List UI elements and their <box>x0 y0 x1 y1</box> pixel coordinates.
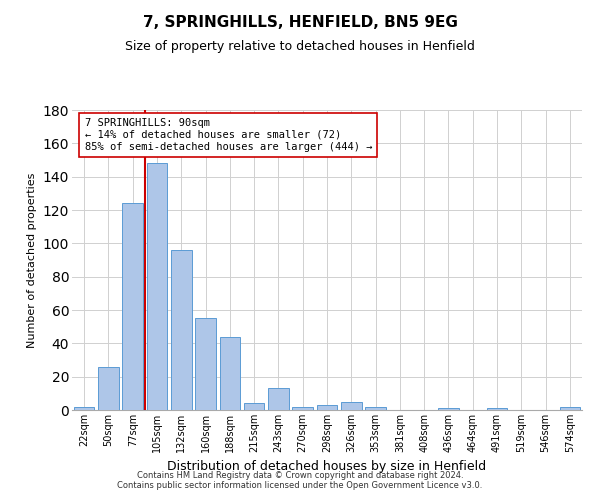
Text: Size of property relative to detached houses in Henfield: Size of property relative to detached ho… <box>125 40 475 53</box>
Bar <box>122 204 143 410</box>
Bar <box>74 406 94 410</box>
Bar <box>98 366 119 410</box>
Y-axis label: Number of detached properties: Number of detached properties <box>27 172 37 348</box>
Bar <box>220 336 240 410</box>
Text: 7, SPRINGHILLS, HENFIELD, BN5 9EG: 7, SPRINGHILLS, HENFIELD, BN5 9EG <box>143 15 457 30</box>
Bar <box>268 388 289 410</box>
Bar <box>195 318 216 410</box>
Bar <box>171 250 191 410</box>
Text: 7 SPRINGHILLS: 90sqm
← 14% of detached houses are smaller (72)
85% of semi-detac: 7 SPRINGHILLS: 90sqm ← 14% of detached h… <box>85 118 372 152</box>
Text: Contains HM Land Registry data © Crown copyright and database right 2024.
Contai: Contains HM Land Registry data © Crown c… <box>118 470 482 490</box>
Bar <box>317 405 337 410</box>
Bar <box>365 406 386 410</box>
Bar <box>487 408 508 410</box>
X-axis label: Distribution of detached houses by size in Henfield: Distribution of detached houses by size … <box>167 460 487 473</box>
Bar <box>438 408 459 410</box>
Bar <box>244 404 265 410</box>
Bar <box>292 406 313 410</box>
Bar <box>146 164 167 410</box>
Bar <box>341 402 362 410</box>
Bar <box>560 406 580 410</box>
